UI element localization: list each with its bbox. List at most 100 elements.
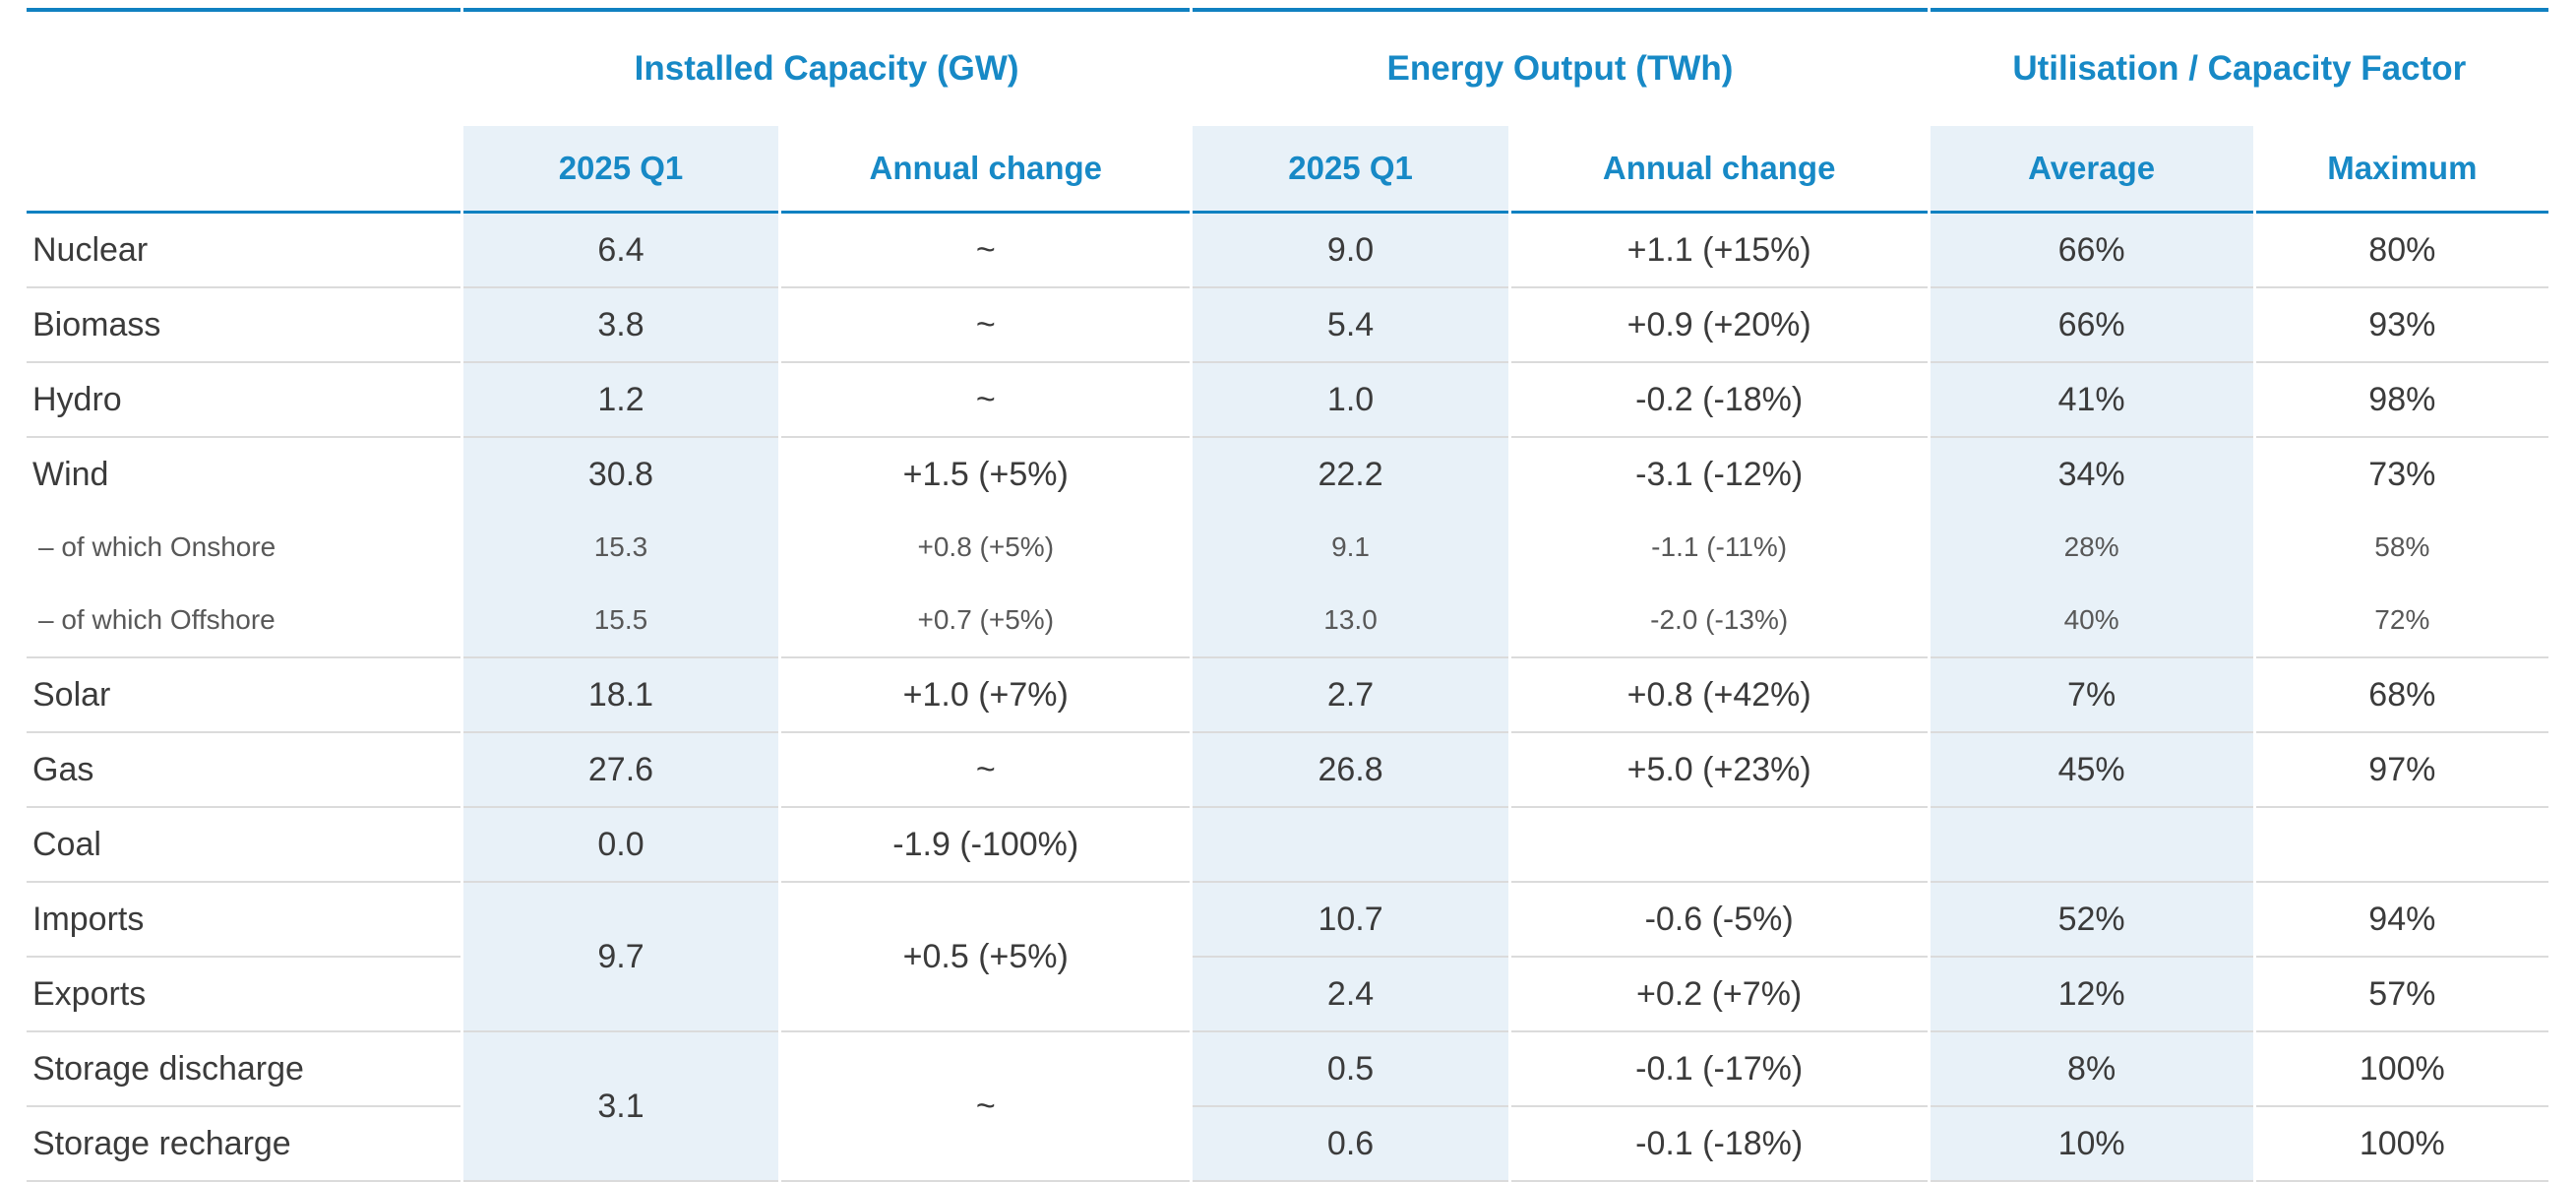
row-label: Storage discharge [27,1030,460,1105]
cell-output-q1: 0.5 [1193,1030,1508,1105]
table-row-exports: Exports 2.4 +0.2 (+7%) 12% 57% [27,956,2548,1030]
cell-installed-q1-merged: 3.1 [462,1030,779,1182]
cell-output-change: -1.1 (-11%) [1651,531,1788,562]
cell-installed-q1: 15.5 [462,584,779,656]
cell-utilisation-max: 58% [2374,531,2430,562]
cell-output-change: +5.0 (+23%) [1510,731,1928,806]
cell-installed-change: ~ [975,230,996,269]
cell-output-q1: 9.0 [1193,214,1508,286]
cell-utilisation-max: 100% [2255,1030,2548,1105]
cell-installed-q1: 6.4 [462,214,779,286]
cell-utilisation-avg: 28% [1930,511,2253,584]
cell-installed-q1: 15.3 [462,511,779,584]
cell-installed-change-merged: ~ [781,1030,1191,1182]
cell-utilisation-max: 94% [2255,881,2548,956]
cell-utilisation-avg: 40% [1930,584,2253,656]
cell-installed-change: +1.5 (+5%) [781,436,1191,511]
cell-utilisation-max: 93% [2255,286,2548,361]
cell-installed-change: ~ [781,286,1191,361]
cell-output-change: -0.1 (-17%) [1510,1030,1928,1105]
cell-utilisation-avg: 8% [1930,1030,2253,1105]
row-label: Storage recharge [27,1105,460,1182]
cell-utilisation-avg: 45% [1930,731,2253,806]
cell-output-q1: 10.7 [1193,881,1508,956]
group-header-utilisation: Utilisation / Capacity Factor [1930,8,2548,126]
cell-output-q1-empty [1193,806,1508,881]
cell-utilisation-avg: 52% [1930,881,2253,956]
cell-installed-change: ~ [781,361,1191,436]
cell-utilisation-max: 57% [2255,956,2548,1030]
cell-utilisation-max: 80% [2368,230,2436,269]
cell-utilisation-max: 100% [2255,1105,2548,1182]
cell-installed-q1: 1.2 [462,361,779,436]
cell-installed-q1: 27.6 [462,731,779,806]
table-row-wind-onshore: – of which Onshore 15.3 +0.8 (+5%) 9.1 -… [27,511,2548,584]
cell-utilisation-max: 72% [2374,604,2430,635]
cell-output-q1: 13.0 [1193,584,1508,656]
column-header-output-annual-change: Annual change [1510,126,1928,214]
cell-output-change: +0.9 (+20%) [1510,286,1928,361]
table-row-storage-discharge: Storage discharge 3.1 ~ 0.5 -0.1 (-17%) … [27,1030,2548,1182]
corner-spacer [27,126,460,214]
cell-utilisation-max: 98% [2255,361,2548,436]
row-label: Exports [27,956,460,1030]
cell-output-q1: 2.7 [1193,656,1508,731]
cell-installed-change: +1.0 (+7%) [781,656,1191,731]
column-header-installed-q1: 2025 Q1 [462,126,779,214]
column-header-output-q1: 2025 Q1 [1193,126,1508,214]
row-label: – of which Offshore [38,604,276,635]
row-label: Imports [27,881,460,956]
column-header-row: 2025 Q1 Annual change 2025 Q1 Annual cha… [27,126,2548,214]
table-row-hydro: Hydro 1.2 ~ 1.0 -0.2 (-18%) 41% 98% [27,361,2548,436]
cell-output-change: -3.1 (-12%) [1510,436,1928,511]
cell-output-q1: 9.1 [1193,511,1508,584]
cell-output-q1: 0.6 [1193,1105,1508,1182]
cell-installed-q1: 0.0 [462,806,779,881]
cell-utilisation-avg: 7% [1930,656,2253,731]
cell-utilisation-avg: 41% [1930,361,2253,436]
row-label: Coal [27,806,460,881]
cell-installed-change: +0.8 (+5%) [917,531,1055,562]
group-header-row: Installed Capacity (GW) Energy Output (T… [27,8,2548,126]
cell-output-q1: 2.4 [1193,956,1508,1030]
cell-output-change: +0.2 (+7%) [1510,956,1928,1030]
cell-utilisation-max: 73% [2255,436,2548,511]
cell-installed-q1-merged: 9.7 [462,881,779,1030]
column-header-utilisation-maximum: Maximum [2255,126,2548,214]
cell-utilisation-max-empty [2255,806,2548,881]
row-label: Wind [27,436,460,511]
cell-installed-change: ~ [781,731,1191,806]
cell-output-change-empty [1510,806,1928,881]
cell-output-change: -2.0 (-13%) [1650,604,1789,635]
row-label: Biomass [27,286,460,361]
cell-output-change: +0.8 (+42%) [1510,656,1928,731]
table-row-gas: Gas 27.6 ~ 26.8 +5.0 (+23%) 45% 97% [27,731,2548,806]
table-row-solar: Solar 18.1 +1.0 (+7%) 2.7 +0.8 (+42%) 7%… [27,656,2548,731]
corner-spacer [27,8,460,126]
group-header-energy-output: Energy Output (TWh) [1193,8,1928,126]
cell-installed-q1: 3.8 [462,286,779,361]
cell-utilisation-avg: 66% [1930,214,2253,286]
cell-utilisation-avg: 12% [1930,956,2253,1030]
cell-output-q1: 22.2 [1193,436,1508,511]
capacity-production-statistics-table: Installed Capacity (GW) Energy Output (T… [24,8,2551,1182]
cell-utilisation-avg: 66% [1930,286,2253,361]
table-row-biomass: Biomass 3.8 ~ 5.4 +0.9 (+20%) 66% 93% [27,286,2548,361]
table-row-nuclear: Nuclear 6.4 ~ 9.0 +1.1 (+15%) 66% 80% [27,214,2548,286]
table-row-storage-recharge: Storage recharge 0.6 -0.1 (-18%) 10% 100… [27,1105,2548,1182]
cell-output-change: -0.6 (-5%) [1510,881,1928,956]
cell-utilisation-max: 68% [2255,656,2548,731]
cell-installed-change: +0.7 (+5%) [917,604,1055,635]
row-label: Gas [27,731,460,806]
cell-installed-change: -1.9 (-100%) [781,806,1191,881]
cell-output-change: -0.1 (-18%) [1510,1105,1928,1182]
cell-installed-change-merged: +0.5 (+5%) [781,881,1191,1030]
cell-output-q1: 1.0 [1193,361,1508,436]
cell-output-q1: 5.4 [1193,286,1508,361]
table-row-coal: Coal 0.0 -1.9 (-100%) [27,806,2548,881]
cell-installed-q1: 30.8 [462,436,779,511]
table-row-imports: Imports 9.7 +0.5 (+5%) 10.7 -0.6 (-5%) 5… [27,881,2548,1030]
cell-output-q1: 26.8 [1193,731,1508,806]
cell-utilisation-avg: 34% [1930,436,2253,511]
